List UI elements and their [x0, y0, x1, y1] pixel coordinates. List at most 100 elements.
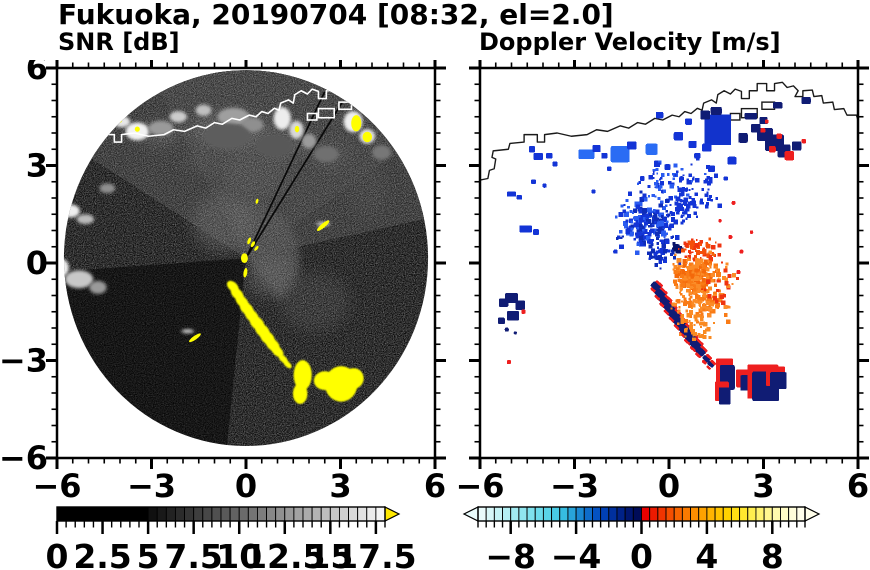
velocity-blob — [705, 354, 713, 361]
velocity-blob — [521, 309, 526, 314]
velocity-blob — [768, 146, 776, 153]
echo-blob — [313, 146, 339, 163]
vel-cb-label: −4 — [551, 537, 602, 570]
speckle-cluster — [676, 307, 716, 342]
velocity-blob — [497, 317, 505, 325]
velocity-blob — [601, 152, 608, 159]
x-tick-label: −6 — [455, 467, 504, 505]
velocity-blob — [770, 372, 787, 390]
echo-blob — [343, 368, 364, 389]
velocity-blob — [506, 191, 517, 197]
velocity-blob — [516, 195, 523, 200]
echo-blob — [351, 115, 362, 132]
dark-sector — [63, 258, 246, 446]
velocity-blob — [718, 387, 731, 405]
velocity-blob — [764, 119, 769, 124]
velocity-blob — [706, 365, 711, 370]
vel-cb-label: 4 — [695, 537, 718, 570]
speckle-cluster — [665, 196, 697, 227]
pier-outline — [729, 112, 741, 121]
x-tick-label: −3 — [127, 467, 176, 505]
echo-blob — [217, 107, 250, 126]
velocity-blob — [532, 229, 540, 236]
echo-blob — [247, 237, 252, 245]
y-tick-label: 3 — [26, 147, 48, 185]
echo-blob — [294, 125, 300, 133]
speckle-cluster — [677, 237, 722, 269]
echo-blob — [255, 134, 294, 158]
pier-outline — [306, 112, 318, 121]
velocity-blob — [688, 140, 697, 148]
velocity-blob — [701, 359, 707, 365]
echo-blob — [293, 360, 312, 391]
x-tick-label: −3 — [550, 467, 599, 505]
echo-blob — [118, 118, 122, 123]
snr-cb-label: 10 — [216, 537, 262, 570]
echo-blob — [292, 383, 308, 404]
velocity-blob — [704, 114, 732, 146]
snr-over-arrow — [384, 506, 401, 522]
snr-panel-title: SNR [dB] — [58, 28, 180, 56]
vel-over-arrow — [804, 506, 821, 522]
echo-blob — [243, 267, 248, 278]
velocity-blob — [738, 133, 748, 143]
velocity-blob — [801, 96, 811, 105]
velocity-panel-title: Doppler Velocity [m/s] — [479, 28, 781, 56]
figure-title: Fukuoka, 20190704 [08:32, el=2.0] — [58, 0, 614, 31]
echo-blob — [372, 145, 391, 160]
vel-cb-label: 8 — [761, 537, 784, 570]
velocity-blob — [760, 128, 766, 133]
pier-outline — [338, 101, 353, 111]
snr-cb-label: 5 — [137, 537, 160, 570]
echo-blob — [283, 360, 292, 369]
y-tick-label: −6 — [0, 439, 48, 477]
x-tick-label: 3 — [329, 467, 351, 505]
velocity-blob — [578, 149, 595, 159]
echo-blob — [63, 204, 80, 218]
velocity-blob — [592, 145, 601, 153]
x-tick-label: 0 — [658, 467, 680, 505]
velocity-blob — [776, 133, 783, 139]
echo-blob — [255, 198, 259, 204]
echo-blob — [63, 258, 69, 277]
velocity-blob — [664, 164, 671, 171]
velocity-blob — [506, 360, 512, 365]
y-tick-label: 6 — [26, 60, 48, 87]
velocity-panel — [480, 81, 858, 405]
velocity-blob — [784, 151, 795, 161]
velocity-blob — [685, 118, 692, 125]
velocity-blob — [731, 200, 736, 205]
velocity-blob — [507, 310, 520, 321]
velocity-blob — [718, 218, 722, 223]
velocity-blob — [710, 106, 722, 115]
echo-blob — [241, 117, 264, 133]
velocity-blob — [528, 146, 536, 153]
velocity-blob — [702, 355, 710, 363]
echo-blob — [240, 253, 248, 263]
velocity-blob — [504, 327, 509, 332]
velocity-blob — [739, 249, 744, 254]
velocity-blob — [673, 132, 684, 141]
snr-cb-label: 17.5 — [335, 537, 416, 570]
velocity-blob — [702, 143, 712, 152]
echo-blob — [64, 270, 94, 289]
velocity-blob — [639, 176, 645, 181]
y-tick-label: −3 — [0, 342, 48, 380]
velocity-axes: −6 −3 0 3 6 — [455, 60, 869, 505]
velocity-blob — [695, 351, 703, 358]
velocity-blob — [749, 230, 754, 234]
echo-blob — [316, 220, 330, 231]
velocity-blob — [542, 183, 547, 188]
pier-outline — [761, 101, 776, 110]
velocity-blob — [791, 141, 802, 151]
speckle-cluster — [672, 253, 721, 295]
echo-blob — [148, 120, 174, 136]
coastline — [480, 81, 858, 181]
x-tick-label: 6 — [424, 467, 446, 505]
clutter-line — [245, 101, 344, 259]
snr-cb-label: 7.5 — [164, 537, 222, 570]
snr-cb-label: 12.5 — [244, 537, 325, 570]
